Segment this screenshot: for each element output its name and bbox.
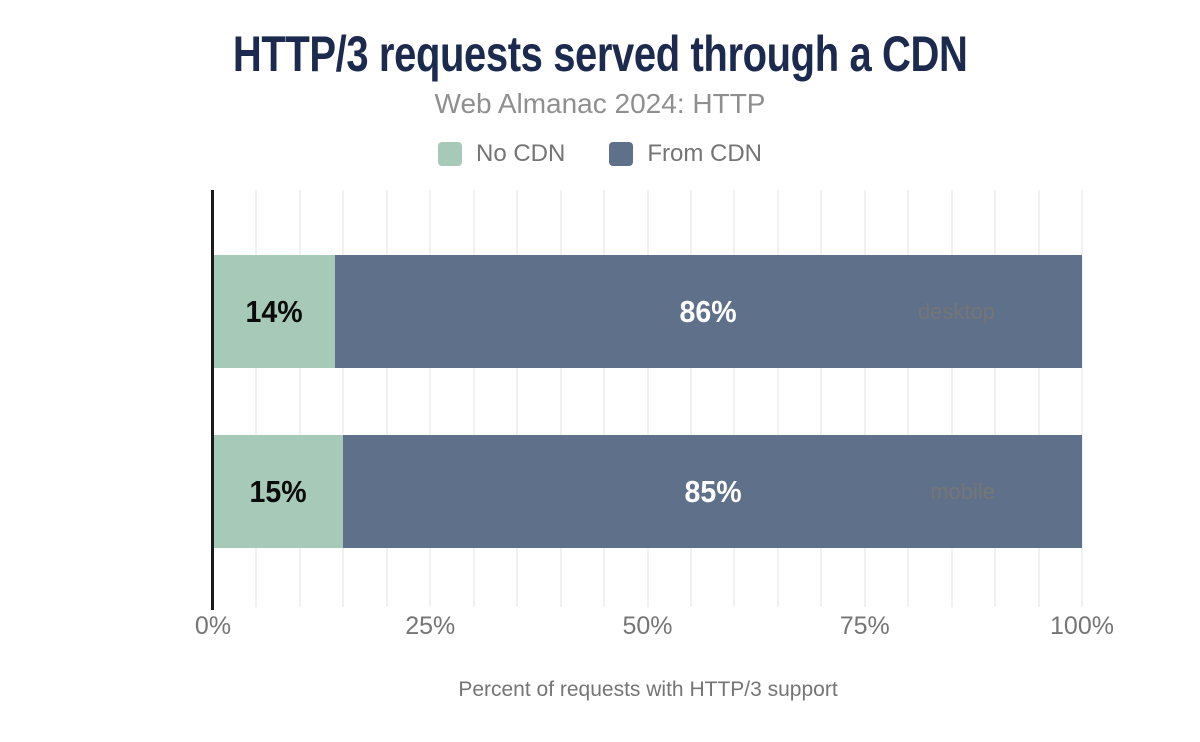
chart-title: HTTP/3 requests served through a CDN <box>0 28 1200 80</box>
gridline <box>385 190 388 607</box>
x-tick-label: 100% <box>1050 612 1114 640</box>
gridline <box>255 190 258 607</box>
gridline <box>429 190 432 607</box>
chart-title-text: HTTP/3 requests served through a CDN <box>232 26 968 82</box>
gridline <box>1037 190 1040 607</box>
bar-value-label: 14% <box>245 293 303 329</box>
gridline <box>776 190 779 607</box>
legend-swatch-icon <box>609 142 634 166</box>
bar-row-desktop: 14% 86% <box>213 255 1082 368</box>
legend: No CDN From CDN <box>0 142 1200 166</box>
x-tick-label: 75% <box>839 612 890 640</box>
gridline <box>907 190 910 607</box>
legend-label: From CDN <box>647 140 762 167</box>
x-tick-label: 0% <box>194 612 232 640</box>
chart-subtitle: Web Almanac 2024: HTTP <box>434 88 766 119</box>
gridline <box>646 190 649 607</box>
bar-segment-no-cdn: 14% <box>213 255 335 368</box>
gridline <box>733 190 736 607</box>
gridline <box>516 190 519 607</box>
bar-segment-from-cdn: 85% <box>343 435 1082 548</box>
legend-item-no-cdn: No CDN <box>438 142 565 166</box>
bar-row-mobile: 15% 85% <box>213 435 1082 548</box>
gridline <box>820 190 823 607</box>
gridline <box>603 190 606 607</box>
y-axis-line <box>211 190 214 610</box>
bar-value-label: 15% <box>249 473 307 509</box>
gridline <box>1081 190 1083 607</box>
gridline <box>994 190 997 607</box>
gridline <box>689 190 692 607</box>
bar-segment-no-cdn: 15% <box>213 435 344 548</box>
gridline <box>472 190 475 607</box>
gridline <box>559 190 562 607</box>
x-tick-label: 25% <box>405 612 456 640</box>
gridline <box>863 190 866 607</box>
legend-item-from-cdn: From CDN <box>609 142 762 166</box>
category-label-mobile: mobile <box>930 478 995 504</box>
legend-swatch-icon <box>438 142 462 166</box>
gridline <box>950 190 953 607</box>
bar-segment-from-cdn: 86% <box>334 255 1082 368</box>
x-axis-title: Percent of requests with HTTP/3 support <box>458 678 838 701</box>
gridline <box>342 190 345 607</box>
bar-value-label: 85% <box>684 473 742 509</box>
x-tick-label: 50% <box>622 612 673 640</box>
legend-label: No CDN <box>476 140 566 167</box>
category-label-desktop: desktop <box>917 298 995 324</box>
bar-value-label: 86% <box>679 293 737 329</box>
gridline <box>298 190 301 607</box>
